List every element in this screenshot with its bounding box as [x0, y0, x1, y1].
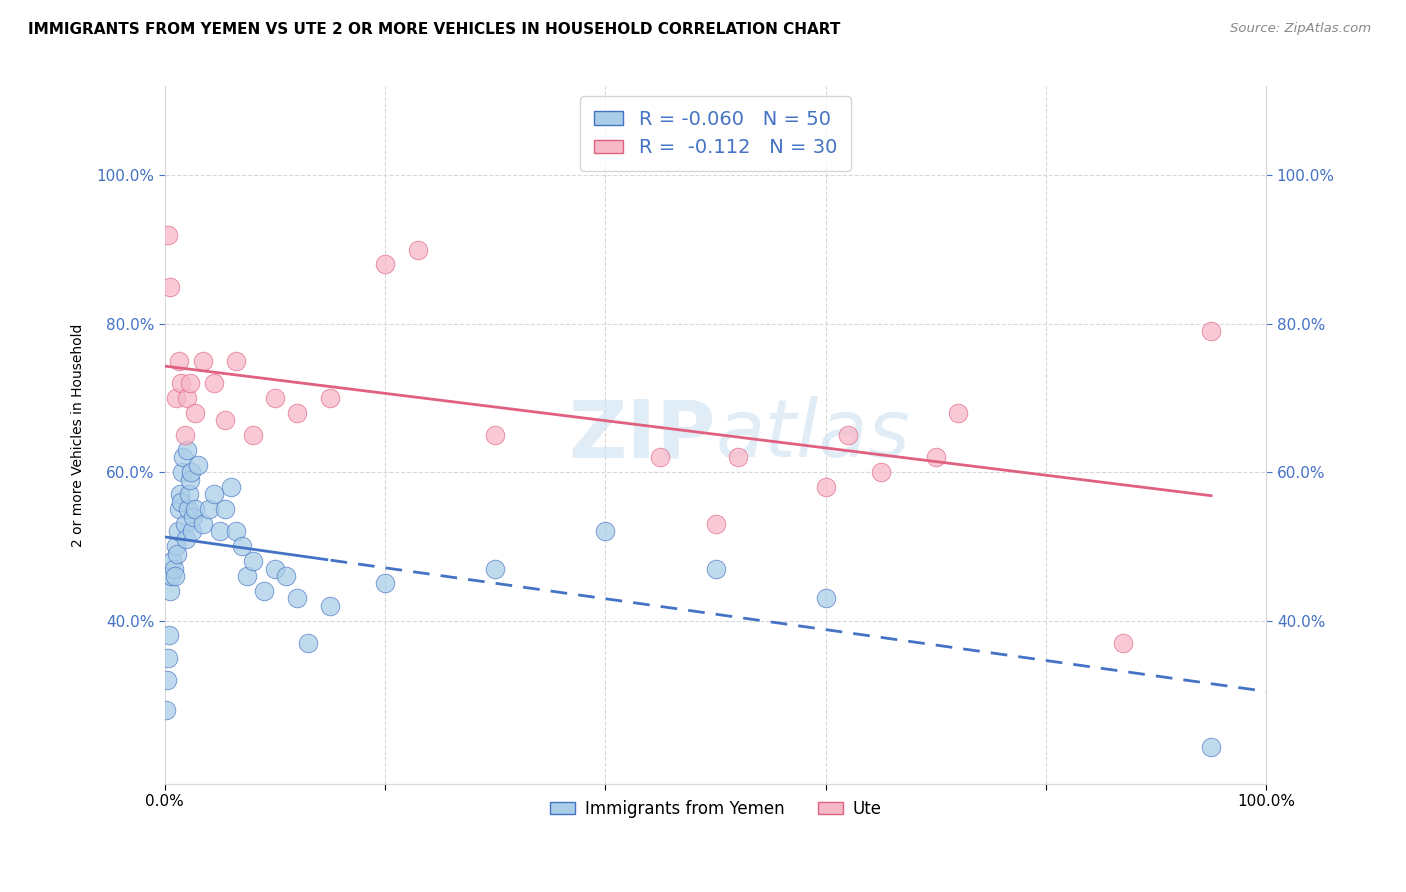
- Point: [285, 591, 308, 606]
- Point: [167, 502, 190, 516]
- Legend: Immigrants from Yemen, Ute: Immigrants from Yemen, Ute: [543, 793, 889, 824]
- Point: [179, 376, 201, 391]
- Point: [231, 539, 253, 553]
- Point: [704, 517, 727, 532]
- Text: ZIP: ZIP: [568, 396, 716, 474]
- Point: [285, 406, 308, 420]
- Point: [650, 450, 672, 465]
- Point: [181, 524, 204, 539]
- Point: [173, 517, 195, 532]
- Point: [176, 442, 198, 457]
- Point: [163, 569, 186, 583]
- Point: [869, 465, 891, 479]
- Point: [156, 673, 179, 687]
- Point: [319, 391, 342, 405]
- Point: [374, 257, 396, 271]
- Point: [183, 406, 205, 420]
- Point: [242, 554, 264, 568]
- Point: [198, 502, 221, 516]
- Point: [172, 465, 194, 479]
- Point: [595, 524, 617, 539]
- Point: [162, 561, 184, 575]
- Point: [162, 554, 184, 568]
- Point: [1199, 324, 1222, 338]
- Point: [155, 702, 177, 716]
- Point: [187, 458, 209, 472]
- Point: [169, 487, 191, 501]
- Point: [946, 406, 969, 420]
- Point: [165, 539, 187, 553]
- Point: [1199, 739, 1222, 754]
- Point: [160, 569, 183, 583]
- Point: [814, 591, 837, 606]
- Point: [219, 480, 242, 494]
- Text: IMMIGRANTS FROM YEMEN VS UTE 2 OR MORE VEHICLES IN HOUSEHOLD CORRELATION CHART: IMMIGRANTS FROM YEMEN VS UTE 2 OR MORE V…: [28, 22, 841, 37]
- Point: [214, 413, 236, 427]
- Point: [837, 428, 859, 442]
- Point: [274, 569, 297, 583]
- Text: Source: ZipAtlas.com: Source: ZipAtlas.com: [1230, 22, 1371, 36]
- Point: [1112, 636, 1135, 650]
- Point: [297, 636, 319, 650]
- Y-axis label: 2 or more Vehicles in Household: 2 or more Vehicles in Household: [72, 324, 86, 547]
- Point: [202, 487, 225, 501]
- Point: [177, 487, 200, 501]
- Point: [814, 480, 837, 494]
- Point: [179, 473, 201, 487]
- Point: [159, 583, 181, 598]
- Point: [170, 376, 193, 391]
- Point: [166, 547, 188, 561]
- Point: [236, 569, 259, 583]
- Point: [484, 428, 506, 442]
- Point: [165, 391, 187, 405]
- Point: [157, 650, 180, 665]
- Point: [157, 227, 180, 242]
- Point: [319, 599, 342, 613]
- Point: [225, 354, 247, 368]
- Point: [704, 561, 727, 575]
- Point: [214, 502, 236, 516]
- Point: [174, 532, 197, 546]
- Point: [173, 428, 195, 442]
- Point: [176, 391, 198, 405]
- Point: [193, 354, 215, 368]
- Point: [170, 495, 193, 509]
- Point: [180, 465, 202, 479]
- Point: [406, 243, 429, 257]
- Point: [177, 502, 200, 516]
- Point: [159, 279, 181, 293]
- Point: [264, 561, 287, 575]
- Point: [173, 450, 195, 465]
- Point: [225, 524, 247, 539]
- Point: [157, 628, 180, 642]
- Point: [925, 450, 948, 465]
- Point: [727, 450, 749, 465]
- Point: [253, 583, 276, 598]
- Text: atlas: atlas: [716, 396, 910, 474]
- Point: [167, 524, 190, 539]
- Point: [484, 561, 506, 575]
- Point: [242, 428, 264, 442]
- Point: [193, 517, 215, 532]
- Point: [202, 376, 225, 391]
- Point: [208, 524, 231, 539]
- Point: [374, 576, 396, 591]
- Point: [183, 502, 205, 516]
- Point: [264, 391, 287, 405]
- Point: [167, 354, 190, 368]
- Point: [183, 509, 205, 524]
